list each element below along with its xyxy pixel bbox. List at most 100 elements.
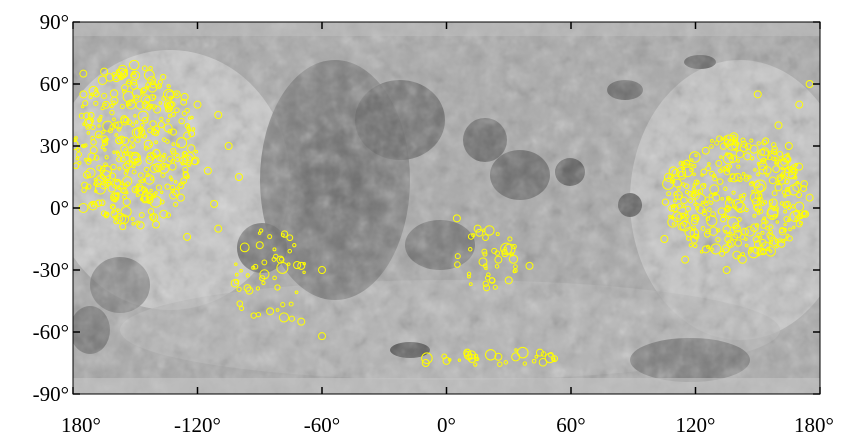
crater-marker [708, 193, 714, 198]
crater-marker [457, 358, 462, 362]
crater-marker [689, 228, 700, 239]
crater-marker [186, 161, 192, 167]
crater-marker [691, 191, 700, 200]
crater-marker [722, 225, 731, 234]
crater-marker [119, 103, 125, 109]
crater-marker [125, 80, 132, 87]
crater-marker [796, 212, 804, 220]
x-tick-label: -60° [304, 413, 340, 437]
crater-marker [93, 177, 98, 182]
crater-marker [75, 156, 80, 161]
crater-marker [504, 276, 513, 285]
crater-marker [727, 164, 733, 169]
crater-marker [687, 198, 694, 204]
crater-marker [188, 130, 196, 138]
crater-marker [758, 165, 768, 175]
crater-marker [145, 155, 154, 165]
crater-marker [540, 351, 547, 357]
crater-marker [753, 179, 767, 193]
crater-marker [90, 118, 95, 123]
crater-marker [164, 183, 171, 190]
crater-marker [733, 141, 739, 147]
crater-marker [482, 280, 489, 287]
crater-marker [760, 230, 765, 235]
crater-marker [81, 143, 86, 149]
crater-marker [79, 69, 88, 78]
crater-marker [743, 174, 750, 180]
crater-marker [719, 250, 726, 257]
crater-marker [721, 244, 731, 253]
crater-marker [709, 184, 720, 195]
crater-marker [705, 216, 711, 221]
crater-marker [768, 198, 778, 208]
crater-marker [752, 213, 757, 218]
crater-marker [149, 81, 157, 89]
crater-marker [737, 254, 747, 264]
crater-marker [176, 193, 185, 202]
crater-marker [726, 215, 731, 220]
crater-marker [143, 69, 155, 81]
crater-marker [773, 213, 777, 218]
crater-marker [503, 246, 507, 251]
crater-marker [494, 352, 503, 361]
crater-marker [728, 154, 738, 164]
crater-marker [795, 220, 803, 228]
crater-marker [756, 172, 761, 177]
crater-marker [114, 121, 123, 130]
crater-marker [147, 103, 153, 110]
crater-marker [280, 302, 286, 308]
crater-marker [259, 275, 266, 282]
crater-marker [109, 203, 116, 210]
crater-marker [131, 71, 136, 75]
crater-marker [146, 152, 156, 161]
crater-marker [139, 122, 145, 128]
crater-marker [136, 185, 146, 196]
crater-marker [792, 225, 796, 230]
crater-marker [104, 155, 109, 160]
crater-marker [758, 208, 764, 214]
crater-marker [107, 128, 113, 134]
crater-marker [116, 126, 122, 132]
crater-marker [114, 133, 119, 137]
crater-marker [167, 128, 173, 134]
crater-marker [481, 248, 488, 255]
crater-marker [87, 112, 95, 119]
crater-marker [485, 349, 497, 361]
crater-marker [707, 162, 711, 166]
crater-marker [96, 164, 103, 171]
crater-marker [474, 356, 479, 362]
crater-marker [779, 201, 785, 206]
crater-marker [548, 351, 554, 358]
crater-marker [101, 92, 108, 99]
crater-marker [486, 272, 491, 278]
crater-marker [676, 213, 683, 220]
crater-marker [534, 354, 539, 359]
crater-marker [210, 199, 219, 208]
crater-marker [103, 148, 107, 152]
crater-marker [685, 214, 690, 219]
crater-marker [166, 155, 174, 163]
crater-marker [783, 209, 788, 214]
crater-marker [765, 173, 770, 177]
crater-marker [752, 236, 760, 243]
crater-marker [173, 201, 179, 208]
crater-marker [166, 118, 170, 123]
crater-marker [117, 186, 122, 191]
crater-marker [158, 162, 170, 174]
crater-marker [133, 157, 142, 166]
crater-marker [463, 350, 469, 357]
crater-marker [761, 139, 768, 146]
crater-marker [511, 243, 517, 250]
crater-marker [120, 206, 132, 218]
crater-marker [712, 193, 721, 202]
crater-marker [517, 346, 529, 359]
crater-marker [758, 238, 767, 247]
crater-marker [302, 270, 306, 275]
crater-marker [720, 197, 725, 201]
crater-marker [728, 199, 733, 204]
crater-marker [94, 87, 98, 92]
crater-marker [473, 224, 482, 233]
crater-marker [421, 352, 433, 364]
crater-marker [121, 84, 129, 92]
crater-marker [781, 190, 787, 195]
